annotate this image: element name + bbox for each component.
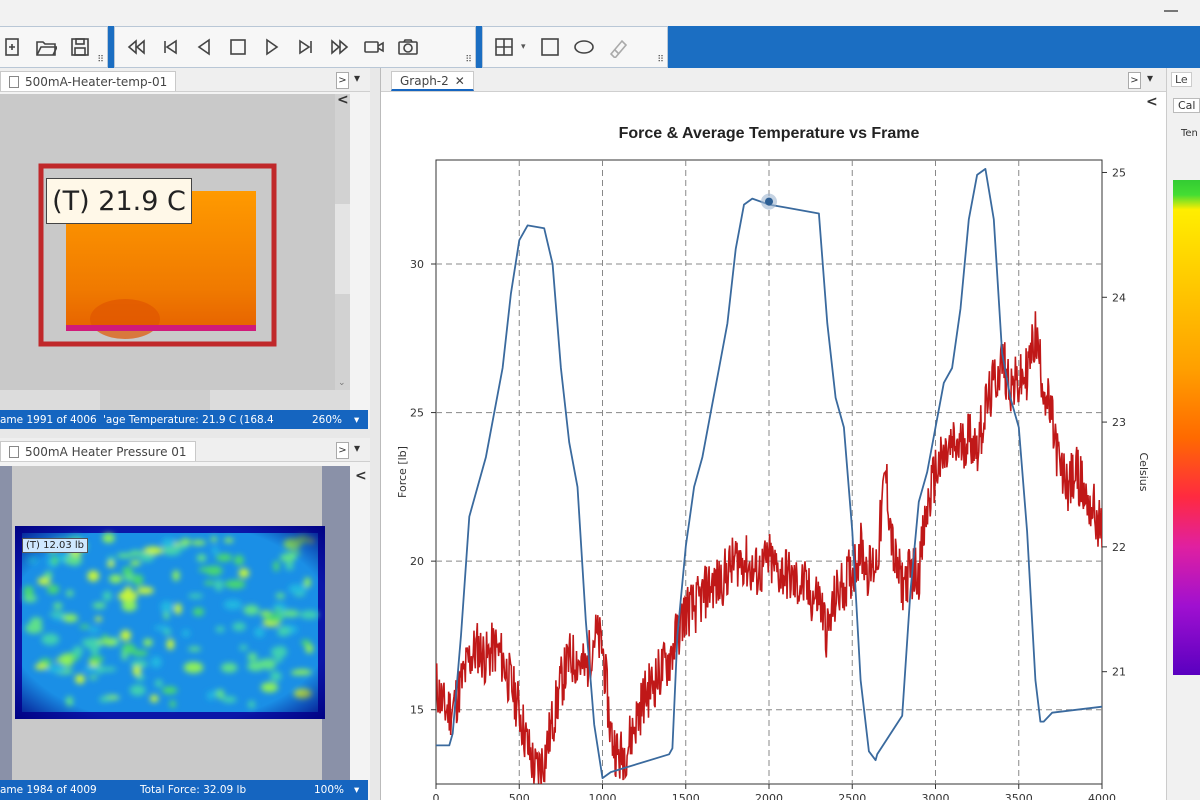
- total-force: Total Force: 32.09 lb: [140, 784, 247, 796]
- new-icon[interactable]: [0, 30, 29, 64]
- x-tick-label: 3500: [1005, 792, 1033, 800]
- tab-scroll-icon[interactable]: >: [336, 72, 349, 89]
- x-tick-label: 500: [509, 792, 530, 800]
- stop-icon[interactable]: [221, 30, 255, 64]
- x-tick-label: 2500: [838, 792, 866, 800]
- rewind-icon[interactable]: [119, 30, 153, 64]
- y-axis-label: Force [lb]: [396, 446, 409, 498]
- horizontal-scrollbar[interactable]: [0, 390, 350, 410]
- toolbar-tools-group: ▾ ⠿: [482, 26, 668, 68]
- x-tick-label: 1000: [589, 792, 617, 800]
- collapse-chevron-icon[interactable]: <: [337, 92, 349, 108]
- collapse-chevron-icon[interactable]: <: [1146, 94, 1158, 110]
- graph-panel: Graph-2 ✕ > ▾ < Force & Average Temperat…: [380, 68, 1167, 800]
- document-icon: [9, 445, 19, 458]
- window-title-bar: [0, 0, 1200, 26]
- x-tick-label: 0: [433, 792, 440, 800]
- x-tick-label: 1500: [672, 792, 700, 800]
- temperature-colorbar: [1173, 180, 1200, 675]
- open-folder-icon[interactable]: [29, 30, 63, 64]
- save-icon[interactable]: [63, 30, 97, 64]
- splitter-horizontal[interactable]: [0, 429, 370, 438]
- fast-forward-icon[interactable]: [323, 30, 357, 64]
- bottom-panel-tabs: 500mA Heater Pressure 01 > ▾: [0, 438, 370, 462]
- toolbar-gripper[interactable]: ⠿: [657, 55, 664, 65]
- ellipse-icon[interactable]: [567, 30, 601, 64]
- scroll-down-icon[interactable]: ⌄: [338, 378, 346, 388]
- calibration-button[interactable]: Cal: [1173, 98, 1200, 113]
- zoom-level[interactable]: 260%: [312, 413, 343, 426]
- step-back-icon[interactable]: [187, 30, 221, 64]
- y2-tick-label: 25: [1112, 166, 1126, 179]
- x-tick-label: 2000: [755, 792, 783, 800]
- frame-counter: ame 1991 of 4006: [0, 413, 97, 426]
- force-temperature-chart[interactable]: Force & Average Temperature vs Frame 0 500…: [381, 92, 1167, 800]
- tab-legend[interactable]: Le: [1171, 72, 1192, 87]
- tab-label: 500mA-Heater-temp-01: [25, 74, 168, 89]
- skip-start-icon[interactable]: [153, 30, 187, 64]
- chevron-down-icon[interactable]: ▾: [521, 42, 526, 52]
- minimize-icon[interactable]: [1164, 10, 1178, 12]
- pin-icon[interactable]: ▾: [354, 71, 361, 85]
- tab-graph-2[interactable]: Graph-2 ✕: [391, 71, 474, 91]
- document-icon: [9, 75, 19, 88]
- y-tick-label: 25: [410, 407, 424, 420]
- cursor-marker: [765, 197, 773, 206]
- x-tick-label: 4000: [1088, 792, 1116, 800]
- toolbar-gripper[interactable]: ⠿: [465, 55, 472, 65]
- chevron-down-icon[interactable]: ▾: [354, 784, 360, 796]
- play-icon[interactable]: [255, 30, 289, 64]
- status-bar-top: ame 1991 of 4006 'age Temperature: 21.9 …: [0, 410, 368, 429]
- x-tick-label: 3000: [922, 792, 950, 800]
- pressure-view[interactable]: (T) 12.03 lb <: [0, 466, 367, 780]
- legend-label: Ten: [1181, 128, 1198, 139]
- scrollbar-thumb[interactable]: [335, 204, 350, 294]
- thermal-view[interactable]: (T) 21.9 C: [0, 94, 335, 390]
- thermal-image: [0, 94, 335, 390]
- y2-tick-label: 23: [1112, 416, 1126, 429]
- video-icon[interactable]: [357, 30, 391, 64]
- chart-title: Force & Average Temperature vs Frame: [619, 125, 920, 142]
- y2-tick-label: 24: [1112, 291, 1126, 304]
- y-tick-label: 15: [410, 704, 424, 717]
- tab-heater-temp[interactable]: 500mA-Heater-temp-01: [0, 71, 177, 91]
- top-panel-tabs: 500mA-Heater-temp-01 > ▾: [0, 68, 370, 92]
- collapse-chevron-icon[interactable]: <: [355, 468, 367, 484]
- temperature-overlay-label[interactable]: (T) 21.9 C: [46, 178, 192, 224]
- tab-scroll-icon[interactable]: >: [1128, 72, 1141, 89]
- rectangle-icon[interactable]: [533, 30, 567, 64]
- average-temperature: 'age Temperature: 21.9 C (168.4: [103, 413, 274, 426]
- camera-icon[interactable]: [391, 30, 425, 64]
- zoom-level[interactable]: 100%: [314, 784, 345, 796]
- eraser-icon[interactable]: [601, 30, 635, 64]
- y-tick-label: 20: [410, 555, 424, 568]
- y2-axis-label: Celsius: [1137, 453, 1150, 492]
- graph-tabs: Graph-2 ✕ > ▾: [381, 68, 1167, 92]
- pin-icon[interactable]: ▾: [1147, 71, 1154, 85]
- toolbar-file-group: ⠿: [0, 26, 108, 68]
- y2-tick-label: 22: [1112, 541, 1126, 554]
- y-tick-label: 30: [410, 258, 424, 271]
- tab-label: 500mA Heater Pressure 01: [25, 444, 187, 459]
- toolbar-gripper[interactable]: ⠿: [97, 55, 104, 65]
- pin-icon[interactable]: ▾: [354, 441, 361, 455]
- tab-label: Graph-2: [400, 73, 449, 88]
- temperature-series-line: [436, 311, 1102, 784]
- tab-scroll-icon[interactable]: >: [336, 442, 349, 459]
- chevron-down-icon[interactable]: ▾: [354, 413, 360, 426]
- toolbar-playback-group: ⠿: [114, 26, 476, 68]
- close-icon[interactable]: ✕: [454, 73, 465, 88]
- scrollbar-thumb[interactable]: [100, 390, 210, 410]
- vertical-scrollbar[interactable]: < ⌄: [335, 92, 350, 390]
- force-overlay-label[interactable]: (T) 12.03 lb: [22, 538, 89, 553]
- tab-heater-pressure[interactable]: 500mA Heater Pressure 01: [0, 441, 196, 461]
- skip-end-icon[interactable]: [289, 30, 323, 64]
- splitter-vertical[interactable]: [370, 68, 380, 800]
- frame-counter: ame 1984 of 4009: [0, 784, 97, 796]
- status-bar-bottom: ame 1984 of 4009 Total Force: 32.09 lb 1…: [0, 780, 368, 800]
- y2-tick-label: 21: [1112, 666, 1126, 679]
- grid-icon[interactable]: [487, 30, 521, 64]
- pressure-image: [0, 466, 350, 780]
